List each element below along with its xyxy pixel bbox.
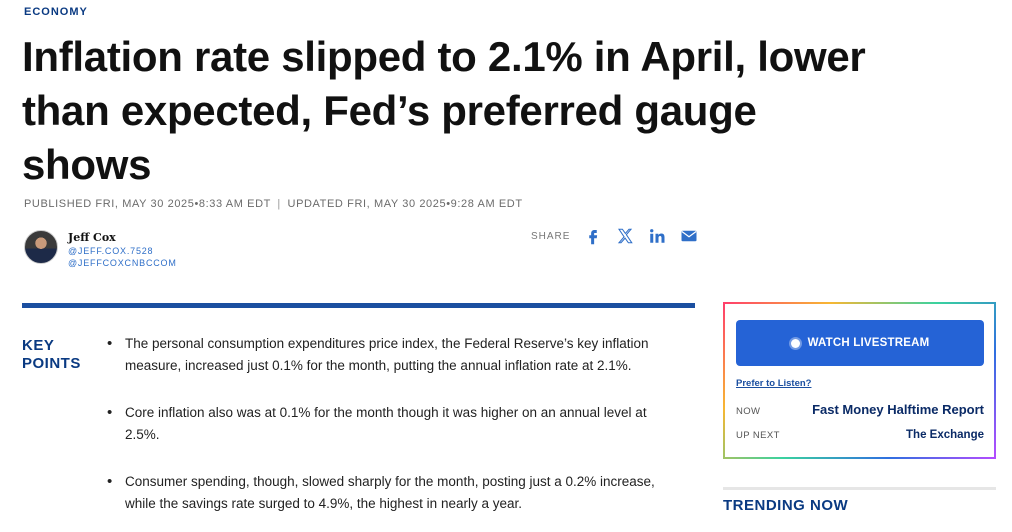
section-label[interactable]: ECONOMY — [24, 6, 88, 18]
linkedin-icon[interactable] — [648, 227, 666, 245]
key-points-title: KEY POINTS — [22, 337, 81, 372]
byline: Jeff Cox @JEFF.COX.7528 @JEFFCOXCNBCCOM — [24, 230, 177, 268]
watch-livestream-label: WATCH LIVESTREAM — [807, 337, 930, 349]
author-avatar[interactable] — [24, 230, 58, 264]
key-point-item: Consumer spending, though, slowed sharpl… — [107, 471, 677, 515]
watch-livestream-button[interactable]: WATCH LIVESTREAM — [736, 320, 984, 366]
now-show-link[interactable]: Fast Money Halftime Report — [812, 402, 984, 417]
section-divider — [22, 303, 695, 308]
up-next-label: UP NEXT — [736, 430, 780, 441]
author-info: Jeff Cox @JEFF.COX.7528 @JEFFCOXCNBCCOM — [68, 230, 177, 268]
x-icon[interactable] — [616, 227, 634, 245]
trending-now-title: TRENDING NOW — [723, 497, 849, 514]
updated-time: UPDATED FRI, MAY 30 2025•9:28 AM EDT — [287, 198, 523, 210]
article-timestamp: PUBLISHED FRI, MAY 30 2025•8:33 AM EDT |… — [24, 198, 523, 210]
key-point-item: Core inflation also was at 0.1% for the … — [107, 402, 677, 446]
up-next-show-link[interactable]: The Exchange — [906, 429, 984, 441]
prefer-to-listen-link[interactable]: Prefer to Listen? — [736, 378, 812, 389]
livestream-card: WATCH LIVESTREAM Prefer to Listen? NOW F… — [723, 302, 996, 459]
key-points-list: The personal consumption expenditures pr… — [107, 333, 677, 515]
trending-divider — [723, 487, 996, 490]
key-point-item: The personal consumption expenditures pr… — [107, 333, 677, 377]
author-facebook-handle[interactable]: @JEFF.COX.7528 — [68, 246, 154, 256]
now-playing-row: NOW Fast Money Halftime Report — [736, 402, 984, 417]
author-name[interactable]: Jeff Cox — [68, 231, 116, 244]
author-twitter-handle[interactable]: @JEFFCOXCNBCCOM — [68, 258, 177, 268]
share-bar: SHARE — [531, 227, 698, 245]
facebook-icon[interactable] — [584, 227, 602, 245]
article-headline: Inflation rate slipped to 2.1% in April,… — [22, 33, 866, 188]
now-label: NOW — [736, 406, 761, 417]
published-time: PUBLISHED FRI, MAY 30 2025•8:33 AM EDT — [24, 198, 271, 210]
email-icon[interactable] — [680, 227, 698, 245]
timestamp-separator: | — [277, 198, 281, 210]
up-next-row: UP NEXT The Exchange — [736, 429, 984, 441]
share-label: SHARE — [531, 230, 571, 242]
live-dot-icon — [790, 338, 800, 348]
